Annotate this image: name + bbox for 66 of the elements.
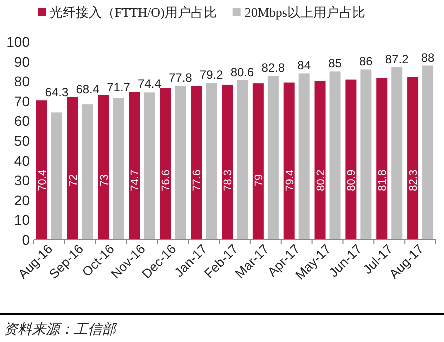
text: 资料来源：工信部 xyxy=(4,322,118,338)
data-label: 79 xyxy=(253,174,266,187)
bar xyxy=(252,84,264,240)
data-label: 77.8 xyxy=(168,70,193,85)
data-label: 80.9 xyxy=(346,170,358,192)
data-label: 88 xyxy=(421,50,436,65)
data-label: 64.3 xyxy=(45,86,69,100)
bar xyxy=(298,74,310,240)
y-tick-label: 10 xyxy=(14,212,30,228)
data-label: 84 xyxy=(298,58,312,73)
data-label: 79.4 xyxy=(284,170,296,192)
y-tick-label: 90 xyxy=(14,54,30,70)
bar xyxy=(67,97,78,240)
data-label: 68.4 xyxy=(76,82,100,96)
data-label: 70.4 xyxy=(36,170,49,192)
data-label: 79.2 xyxy=(200,68,224,82)
bar xyxy=(82,104,94,240)
bar xyxy=(51,112,62,240)
data-label: 78.3 xyxy=(222,170,234,192)
data-label: 76.6 xyxy=(160,170,173,192)
data-label: 71.7 xyxy=(107,80,131,94)
bar xyxy=(268,76,279,240)
bar xyxy=(392,67,403,240)
bar xyxy=(98,95,110,240)
bar xyxy=(160,88,172,240)
data-label: 87.2 xyxy=(385,52,410,66)
bar xyxy=(144,92,156,240)
bar xyxy=(360,70,372,240)
bar xyxy=(422,66,434,240)
data-label: 82.3 xyxy=(408,170,420,192)
bar xyxy=(284,82,295,240)
bar xyxy=(314,81,326,240)
bar xyxy=(191,86,202,240)
y-tick-label: 0 xyxy=(22,232,30,248)
data-label: 73 xyxy=(98,174,111,187)
bar xyxy=(408,77,419,240)
bar xyxy=(206,83,218,240)
y-tick-label: 80 xyxy=(14,74,30,90)
data-label: 82.8 xyxy=(262,61,286,76)
bar xyxy=(346,80,357,240)
y-tick-label: 20 xyxy=(14,192,30,208)
y-tick-label: 70 xyxy=(14,93,30,110)
data-label: 74.7 xyxy=(130,170,142,192)
y-tick-label: 60 xyxy=(14,113,30,130)
bar xyxy=(129,92,140,240)
data-label: 80.2 xyxy=(315,170,328,192)
data-label: 74.4 xyxy=(138,77,162,92)
y-tick-label: 30 xyxy=(14,172,30,189)
data-label: 77.6 xyxy=(192,170,204,192)
bar xyxy=(237,80,248,240)
bar xyxy=(113,98,124,240)
bar xyxy=(376,78,388,240)
legend-label: 20Mbps以上用户占比 xyxy=(244,5,366,20)
y-tick-label: 40 xyxy=(14,152,30,169)
bar xyxy=(222,84,233,240)
data-label: 72 xyxy=(68,174,80,187)
y-tick-label: 50 xyxy=(14,133,30,149)
bar xyxy=(36,100,48,240)
data-label: 85 xyxy=(328,56,342,71)
y-tick-label: 100 xyxy=(6,34,30,50)
data-label: 80.6 xyxy=(230,65,254,80)
bar xyxy=(175,86,186,240)
bar xyxy=(330,72,341,240)
data-label: 81.8 xyxy=(377,170,390,192)
data-label: 86 xyxy=(360,54,374,69)
legend-label: 光纤接入（FTTH/O)用户占比 xyxy=(50,5,217,20)
